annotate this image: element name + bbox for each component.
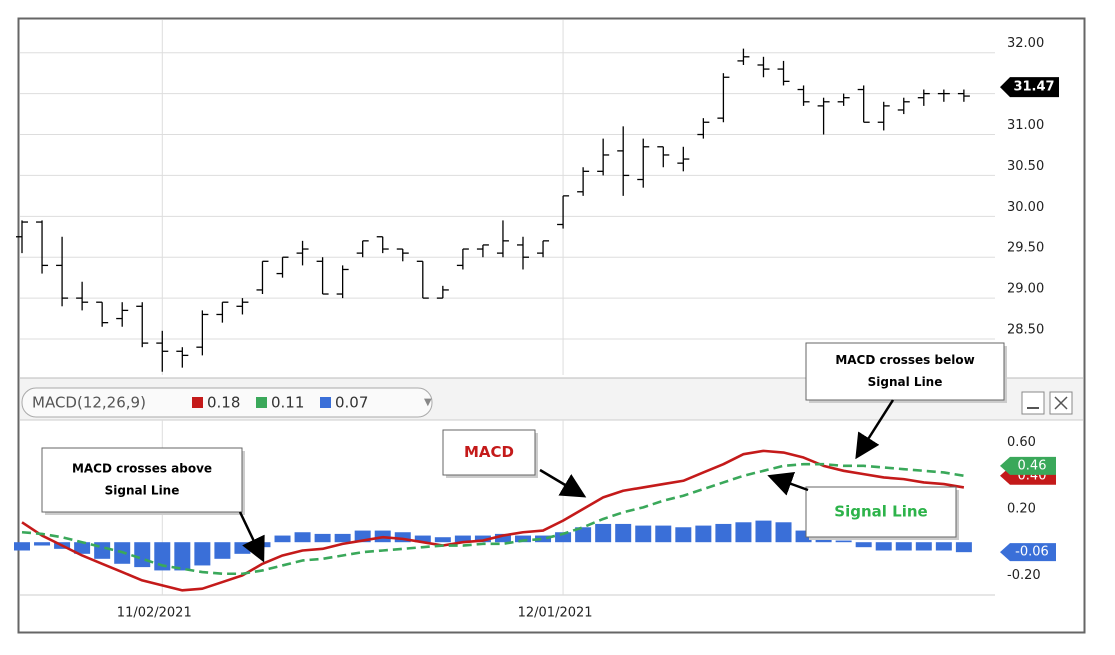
annotation-arrow xyxy=(238,511,265,563)
y-tick-label: -0.20 xyxy=(1007,568,1041,583)
histogram-bar xyxy=(895,542,912,551)
y-tick-label: 0.60 xyxy=(1007,435,1036,450)
histogram-bar xyxy=(515,535,531,543)
annotation-box xyxy=(442,429,536,476)
histogram-bar xyxy=(234,542,251,554)
y-tick-label: 31.00 xyxy=(1007,118,1044,133)
frame xyxy=(17,17,1086,634)
histogram-bar xyxy=(615,523,632,543)
end-value-box xyxy=(1000,543,1056,562)
histogram-bar xyxy=(354,530,371,543)
y-tick-label: 30.50 xyxy=(1007,159,1044,174)
histogram-bar xyxy=(855,542,872,548)
histogram-bar xyxy=(194,542,211,566)
histogram-bar xyxy=(314,533,331,543)
signal-line xyxy=(21,462,965,576)
annotation-text: Signal Line xyxy=(868,375,943,389)
y-tick-label: 0.20 xyxy=(1007,501,1036,516)
histogram-bar xyxy=(775,522,792,543)
histogram-bar xyxy=(755,520,772,543)
histogram-bar xyxy=(334,533,351,543)
annotation-arrow xyxy=(855,399,895,460)
histogram-bar xyxy=(695,525,712,543)
histogram-bar xyxy=(735,522,752,543)
annotation-box xyxy=(805,342,1005,401)
y-tick-label: 29.50 xyxy=(1007,241,1044,256)
legend-swatch xyxy=(320,397,331,408)
histogram-bar xyxy=(14,542,30,551)
legend-value: 0.07 xyxy=(335,394,368,412)
x-tick-label: 12/01/2021 xyxy=(518,606,593,621)
end-value-box xyxy=(1000,456,1056,475)
legend-swatch xyxy=(256,397,267,408)
close-button[interactable] xyxy=(1049,391,1073,415)
histogram-bar xyxy=(134,542,151,568)
legend-value: 0.18 xyxy=(207,394,240,412)
x-tick-label: 11/02/2021 xyxy=(117,606,192,621)
histogram-bar xyxy=(454,535,471,543)
y-tick-label: 29.00 xyxy=(1007,282,1044,297)
annotation-box xyxy=(805,486,957,538)
histogram-bar xyxy=(214,542,231,559)
histogram-bar xyxy=(535,535,552,543)
last-price-label: 31.47 xyxy=(1013,80,1054,95)
histogram-bar xyxy=(494,533,511,543)
histogram-bar xyxy=(935,542,952,551)
y-tick-label: 30.00 xyxy=(1007,200,1044,215)
histogram-bar xyxy=(294,532,311,543)
histogram-bar xyxy=(74,542,91,554)
macd-line xyxy=(21,449,965,592)
histogram-bar xyxy=(394,532,411,543)
close-icon[interactable] xyxy=(1054,396,1068,410)
histogram-bar xyxy=(915,542,932,551)
annotation-arrow xyxy=(539,468,587,498)
histogram-bar xyxy=(595,523,612,543)
minimize-button[interactable] xyxy=(1021,391,1045,415)
histogram-bar xyxy=(635,525,652,543)
annotation-text: MACD xyxy=(464,443,514,461)
annotation-box xyxy=(41,447,243,513)
end-value-label: 0.46 xyxy=(1018,458,1047,473)
y-tick-label: 32.00 xyxy=(1007,36,1044,51)
histogram-bar xyxy=(875,542,892,551)
histogram-bar xyxy=(34,542,51,546)
annotation-arrow xyxy=(767,472,809,496)
legend-swatch xyxy=(192,397,203,408)
last-price-box xyxy=(1000,77,1059,98)
annotation-text: MACD crosses above xyxy=(72,462,212,476)
histogram-bar xyxy=(274,535,291,543)
histogram-bar xyxy=(675,527,692,543)
histogram-bar xyxy=(414,535,431,543)
histogram-bar xyxy=(434,537,451,543)
histogram-bar xyxy=(715,523,732,543)
minimize-box[interactable] xyxy=(1021,391,1045,415)
histogram-bar xyxy=(795,530,812,543)
legend-value: 0.11 xyxy=(271,394,304,412)
legend-title: MACD(12,26,9) xyxy=(32,394,146,412)
annotation-text: Signal Line xyxy=(105,484,180,498)
legend-pill[interactable] xyxy=(21,387,433,418)
legend-dropdown-icon[interactable]: ▼ xyxy=(424,397,432,408)
histogram-bar xyxy=(474,535,491,543)
end-value-label: -0.06 xyxy=(1015,545,1049,560)
histogram-bar xyxy=(655,525,672,543)
annotation-text: MACD crosses below xyxy=(835,353,974,367)
y-tick-label: 28.50 xyxy=(1007,323,1044,338)
histogram-bar xyxy=(575,527,592,543)
histogram-bar xyxy=(174,542,191,571)
annotation-text: Signal Line xyxy=(834,503,927,521)
histogram-bar xyxy=(555,532,572,543)
histogram-bar xyxy=(835,540,852,543)
histogram-bar xyxy=(955,542,972,553)
